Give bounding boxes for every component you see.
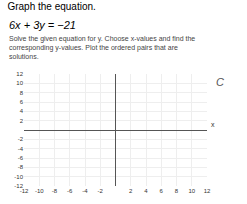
- svg-text:-4: -4: [18, 146, 24, 152]
- svg-text:6x + 3y = −21: 6x + 3y = −21: [9, 19, 76, 31]
- svg-text:12: 12: [204, 188, 211, 194]
- svg-text:Solve the given equation for y: Solve the given equation for y. Choose x…: [9, 35, 195, 60]
- svg-text:4: 4: [20, 108, 24, 114]
- svg-text:x: x: [211, 121, 215, 128]
- svg-text:-6: -6: [18, 155, 24, 161]
- svg-text:Graph the equation.: Graph the equation.: [7, 1, 95, 12]
- svg-text:10: 10: [16, 80, 23, 86]
- svg-text:12: 12: [16, 71, 23, 77]
- svg-text:-6: -6: [67, 188, 73, 194]
- svg-text:2: 2: [129, 188, 133, 194]
- svg-text:-12: -12: [14, 183, 23, 189]
- svg-text:C: C: [216, 76, 224, 88]
- svg-text:-8: -8: [52, 188, 58, 194]
- svg-text:8: 8: [20, 90, 24, 96]
- svg-text:-8: -8: [18, 164, 24, 170]
- svg-text:-2: -2: [98, 188, 104, 194]
- svg-text:10: 10: [188, 188, 195, 194]
- svg-text:-10: -10: [14, 174, 23, 180]
- svg-text:6: 6: [160, 188, 164, 194]
- svg-text:-10: -10: [35, 188, 44, 194]
- svg-text:-4: -4: [82, 188, 88, 194]
- svg-text:8: 8: [175, 188, 179, 194]
- svg-text:6: 6: [20, 99, 24, 105]
- svg-text:-12: -12: [20, 188, 29, 194]
- svg-text:4: 4: [144, 188, 148, 194]
- svg-text:-2: -2: [18, 136, 24, 142]
- svg-text:2: 2: [20, 118, 24, 124]
